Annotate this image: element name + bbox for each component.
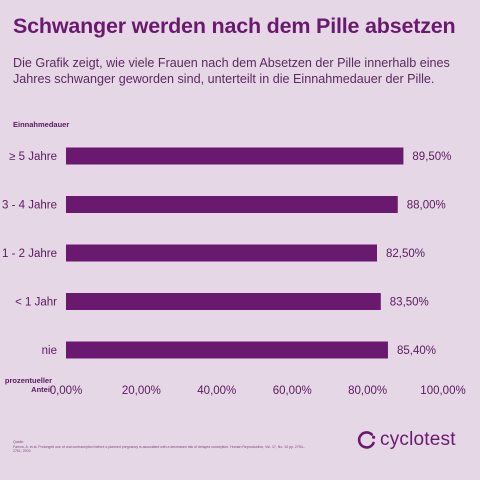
x-tick-label: 100,00% bbox=[420, 385, 465, 397]
source-note: Quelle: Farrow, A. et al. Prolonged use … bbox=[13, 440, 313, 454]
bar bbox=[66, 147, 404, 165]
x-axis-label: prozentueller Anteil bbox=[4, 376, 52, 394]
chart-subtitle: Die Grafik zeigt, wie viele Frauen nach … bbox=[13, 56, 450, 86]
x-tick-label: 80,00% bbox=[348, 385, 387, 397]
brand-name: cyclotest bbox=[380, 429, 456, 450]
x-tick-label: 60,00% bbox=[273, 385, 312, 397]
bar bbox=[66, 341, 388, 359]
value-label: 85,40% bbox=[397, 345, 436, 357]
cyclotest-logo-icon bbox=[357, 431, 376, 449]
source-text: Farrow, A. et al. Prolonged use of oral … bbox=[13, 444, 305, 454]
x-tick-label: 20,00% bbox=[122, 385, 161, 397]
bar bbox=[66, 244, 378, 262]
value-label: 89,50% bbox=[412, 151, 451, 163]
value-label: 83,50% bbox=[390, 297, 429, 309]
bar bbox=[66, 293, 381, 310]
category-label: 3 - 4 Jahre bbox=[2, 200, 57, 212]
category-label: < 1 Jahr bbox=[15, 297, 57, 309]
value-label: 88,00% bbox=[407, 200, 446, 212]
x-tick-label: 40,00% bbox=[197, 385, 236, 397]
x-tick-label: 0,00% bbox=[50, 385, 83, 397]
y-axis-label: Einnahmedauer bbox=[13, 120, 70, 129]
category-label: ≥ 5 Jahre bbox=[9, 151, 57, 163]
category-label: 1 - 2 Jahre bbox=[2, 248, 57, 260]
category-label: nie bbox=[42, 345, 57, 357]
bar bbox=[66, 196, 398, 213]
value-label: 82,50% bbox=[386, 248, 425, 260]
chart-title: Schwanger werden nach dem Pille absetzen bbox=[13, 14, 456, 38]
brand-logo: cyclotest bbox=[357, 429, 456, 451]
source-label: Quelle: bbox=[13, 440, 25, 444]
